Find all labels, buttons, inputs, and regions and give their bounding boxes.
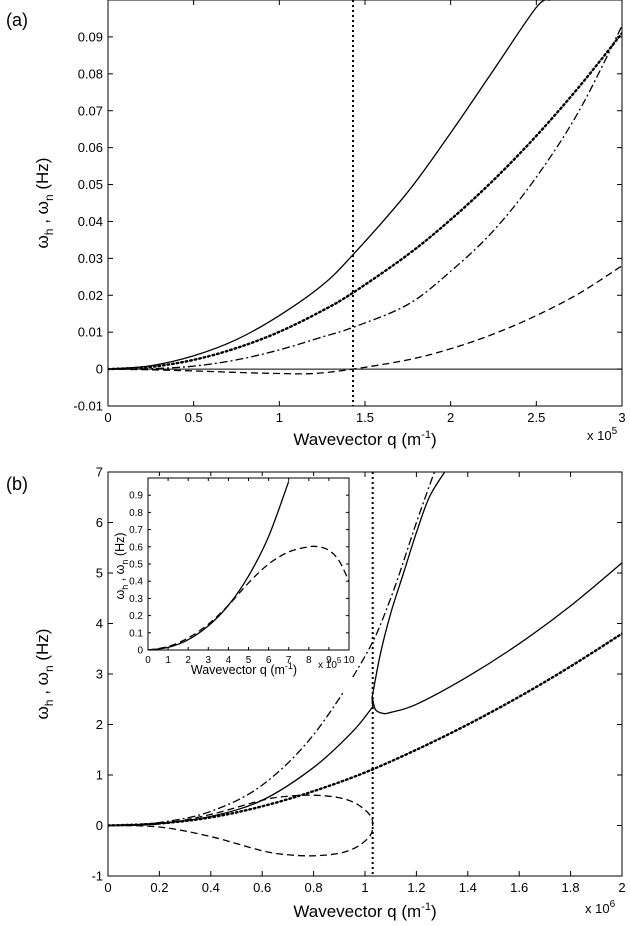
panel-a-x-tick-label: 2 <box>447 410 454 425</box>
inset-x-tick-label: 9 <box>326 655 332 666</box>
inset-x-tick-label: 6 <box>266 655 272 666</box>
inset-y-tick-label: 0 <box>137 646 143 657</box>
inset-y-tick-label: 0.4 <box>129 577 143 588</box>
panel-b-label: (b) <box>6 474 28 494</box>
panel-b: (b) 0 0.2 0.4 0.6 0.8 1 1.2 1.4 1.6 1.8 2-10123456… <box>6 465 626 921</box>
panel-b-y-tick-label: 6 <box>96 515 103 530</box>
panel-a-series-dash-dot <box>108 25 622 370</box>
panel-b-y-tick-label: -1 <box>91 869 103 884</box>
panel-a-x-tick-label: 3 <box>618 410 625 425</box>
panel-a-y-tick-label: 0.08 <box>78 66 103 81</box>
inset-series-group <box>148 481 349 650</box>
panel-a-xlabel: Wavevector q (m-1) <box>293 429 436 449</box>
panel-a-x-tick-label: 0.5 <box>185 410 203 425</box>
panel-b-x-tick-label: 0 <box>104 880 111 895</box>
panel-a-y-tick-label: 0.09 <box>78 29 103 44</box>
panel-b-x-tick-label: 2 <box>618 880 625 895</box>
inset-plot-area: 0 1 2 3 4 5 6 7 8 9 10 0 0.1 0.2 0.3 0.4 0.5 0.6 0.7 0.8 0.9 <box>129 477 355 666</box>
inset-series-solid <box>148 481 290 650</box>
panel-a-plot-area: 0 0.5 1 1.5 2 2.5 3-0.0100.010.020.030.040.050… <box>73 0 626 425</box>
panel-b-y-tick-label: 3 <box>96 667 103 682</box>
panel-a-ylabel: ωh , ωn (Hz) <box>33 158 56 249</box>
panel-a-y-tick-label: 0.05 <box>78 177 103 192</box>
panel-b-ylabel: ωh , ωn (Hz) <box>33 629 56 720</box>
inset-x-tick-label: 3 <box>206 655 212 666</box>
panel-b-y-tick-label: 4 <box>96 616 103 631</box>
panel-a-y-tick-label: 0 <box>96 362 103 377</box>
panel-b-series-solid-loop <box>371 562 622 715</box>
inset-y-tick-label: 0.1 <box>129 628 143 639</box>
panel-b-series-dotted <box>108 632 622 827</box>
panel-a-y-tick-label: 0.04 <box>78 214 103 229</box>
panel-a-x-tick-label: 0 <box>104 410 111 425</box>
inset-y-tick-label: 0.2 <box>129 611 143 622</box>
panel-b-series-dashed-loop <box>108 794 374 857</box>
panel-a-y-tick-label: 0.02 <box>78 288 103 303</box>
panel-a-y-tick-label: 0.06 <box>78 140 103 155</box>
panel-b-series-solid-upper <box>371 472 446 697</box>
panel-b-y-tick-label: 0 <box>96 818 103 833</box>
inset-y-tick-label: 0.8 <box>129 508 143 519</box>
inset-y-tick-label: 0.3 <box>129 594 143 605</box>
panel-a-label: (a) <box>6 10 28 30</box>
panel-b-x-tick-label: 1 <box>361 880 368 895</box>
inset-x-tick-label: 7 <box>286 655 292 666</box>
panel-b-series-dash-dot <box>108 472 436 827</box>
inset-y-tick-label: 0.5 <box>129 560 143 571</box>
panel-a-y-tick-label: 0.01 <box>78 325 103 340</box>
panel-a-series-group <box>108 0 622 375</box>
panel-a-series-dotted <box>108 32 622 371</box>
inset-y-tick-label: 0.9 <box>129 491 143 502</box>
panel-b-x-tick-label: 0.6 <box>253 880 271 895</box>
panel-b-x-scale-note: x 106 <box>585 899 616 916</box>
panel-a-x-tick-label: 1.5 <box>356 410 374 425</box>
panel-a-y-tick-label: 0.03 <box>78 251 103 266</box>
panel-b-series-group <box>108 472 622 857</box>
inset-xlabel: Wavevector q (m-1) <box>191 661 297 677</box>
panel-b-xlabel: Wavevector q (m-1) <box>293 901 436 921</box>
panel-b-y-tick-label: 5 <box>96 566 103 581</box>
panel-b-x-tick-label: 1.2 <box>407 880 425 895</box>
panel-a-x-tick-label: 1 <box>276 410 283 425</box>
inset-x-tick-label: 0 <box>145 655 151 666</box>
inset-x-tick-label: 2 <box>185 655 191 666</box>
panel-b-x-tick-label: 0.2 <box>150 880 168 895</box>
inset-x-tick-label: 8 <box>306 655 312 666</box>
panel-a-x-tick-label: 2.5 <box>527 410 545 425</box>
inset-x-tick-label: 1 <box>165 655 171 666</box>
panel-b-series-solid-lower <box>108 706 374 827</box>
panel-a-series-solid <box>108 0 551 370</box>
inset-y-tick-label: 0.7 <box>129 525 143 536</box>
panel-a-series-dashed <box>108 265 622 375</box>
panel-b-y-tick-label: 1 <box>96 768 103 783</box>
panel-b-x-tick-label: 1.6 <box>510 880 528 895</box>
panel-a: (a) 0 0.5 1 1.5 2 2.5 3-0.0100.010.020.030.040… <box>6 0 626 449</box>
inset-x-tick-label: 5 <box>246 655 252 666</box>
panel-a-y-tick-label: -0.01 <box>73 399 103 414</box>
panel-b-x-tick-label: 0.4 <box>202 880 220 895</box>
panel-a-x-scale-note: x 105 <box>587 426 618 443</box>
panel-b-x-tick-label: 1.8 <box>562 880 580 895</box>
panel-b-x-tick-label: 1.4 <box>459 880 477 895</box>
inset-x-tick-label: 10 <box>343 655 355 666</box>
inset-x-scale-note: x 105 <box>318 656 342 671</box>
inset-x-tick-label: 4 <box>226 655 232 666</box>
panel-a-axes-box <box>107 0 623 407</box>
panel-b-x-tick-label: 0.8 <box>305 880 323 895</box>
panel-b-y-tick-label: 7 <box>96 465 103 480</box>
inset-background <box>140 476 352 692</box>
panel-b-y-tick-label: 2 <box>96 717 103 732</box>
panel-b-inset: 0 1 2 3 4 5 6 7 8 9 10 0 0.1 0.2 0.3 0.4 0.5 0.6 0.7 0.8 0.9… <box>113 476 355 692</box>
inset-y-tick-label: 0.6 <box>129 542 143 553</box>
inset-ylabel: ωh , ωn (Hz) <box>113 532 130 599</box>
panel-a-y-tick-label: 0.07 <box>78 103 103 118</box>
